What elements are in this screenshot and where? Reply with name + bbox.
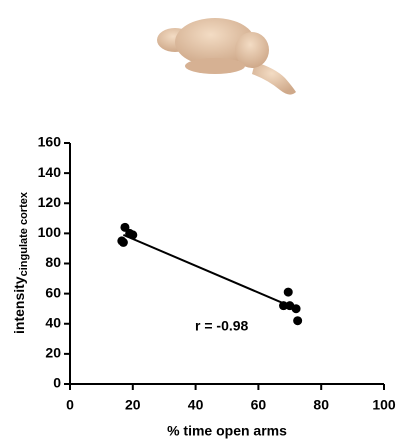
y-tick-label: 160	[38, 134, 62, 150]
ventral-brain	[185, 58, 245, 74]
data-point	[118, 237, 128, 247]
y-tick-label: 80	[45, 254, 61, 270]
data-point	[279, 301, 289, 311]
data-point	[283, 287, 293, 297]
y-axis-label-subscript: cingulate cortex	[18, 191, 30, 276]
y-tick-label: 40	[45, 314, 61, 330]
brain-illustration	[157, 18, 296, 95]
data-point	[291, 304, 301, 314]
y-axis-label-main: intensity	[11, 276, 27, 334]
data-point	[128, 230, 138, 240]
x-tick-label: 0	[66, 397, 74, 413]
y-tick-label: 100	[38, 224, 62, 240]
x-tick-label: 20	[125, 397, 141, 413]
x-tick-label: 100	[372, 397, 396, 413]
x-tick-label: 60	[251, 397, 267, 413]
y-tick-label: 20	[45, 345, 61, 361]
fit-line	[122, 233, 297, 310]
data-point	[120, 222, 130, 232]
annotation: r = -0.98	[195, 318, 249, 334]
y-tick-label: 0	[53, 375, 61, 391]
x-axis-label: % time open arms	[167, 423, 287, 439]
y-axis-label: intensitycingulate cortex	[11, 191, 30, 334]
x-tick-label: 80	[313, 397, 329, 413]
y-tick-label: 120	[38, 194, 62, 210]
cerebellum	[235, 32, 269, 68]
brainstem	[252, 62, 296, 95]
y-tick-label: 60	[45, 284, 61, 300]
y-tick-label: 140	[38, 164, 62, 180]
cortex	[175, 18, 255, 66]
data-point	[293, 316, 303, 326]
x-tick-label: 40	[188, 397, 204, 413]
